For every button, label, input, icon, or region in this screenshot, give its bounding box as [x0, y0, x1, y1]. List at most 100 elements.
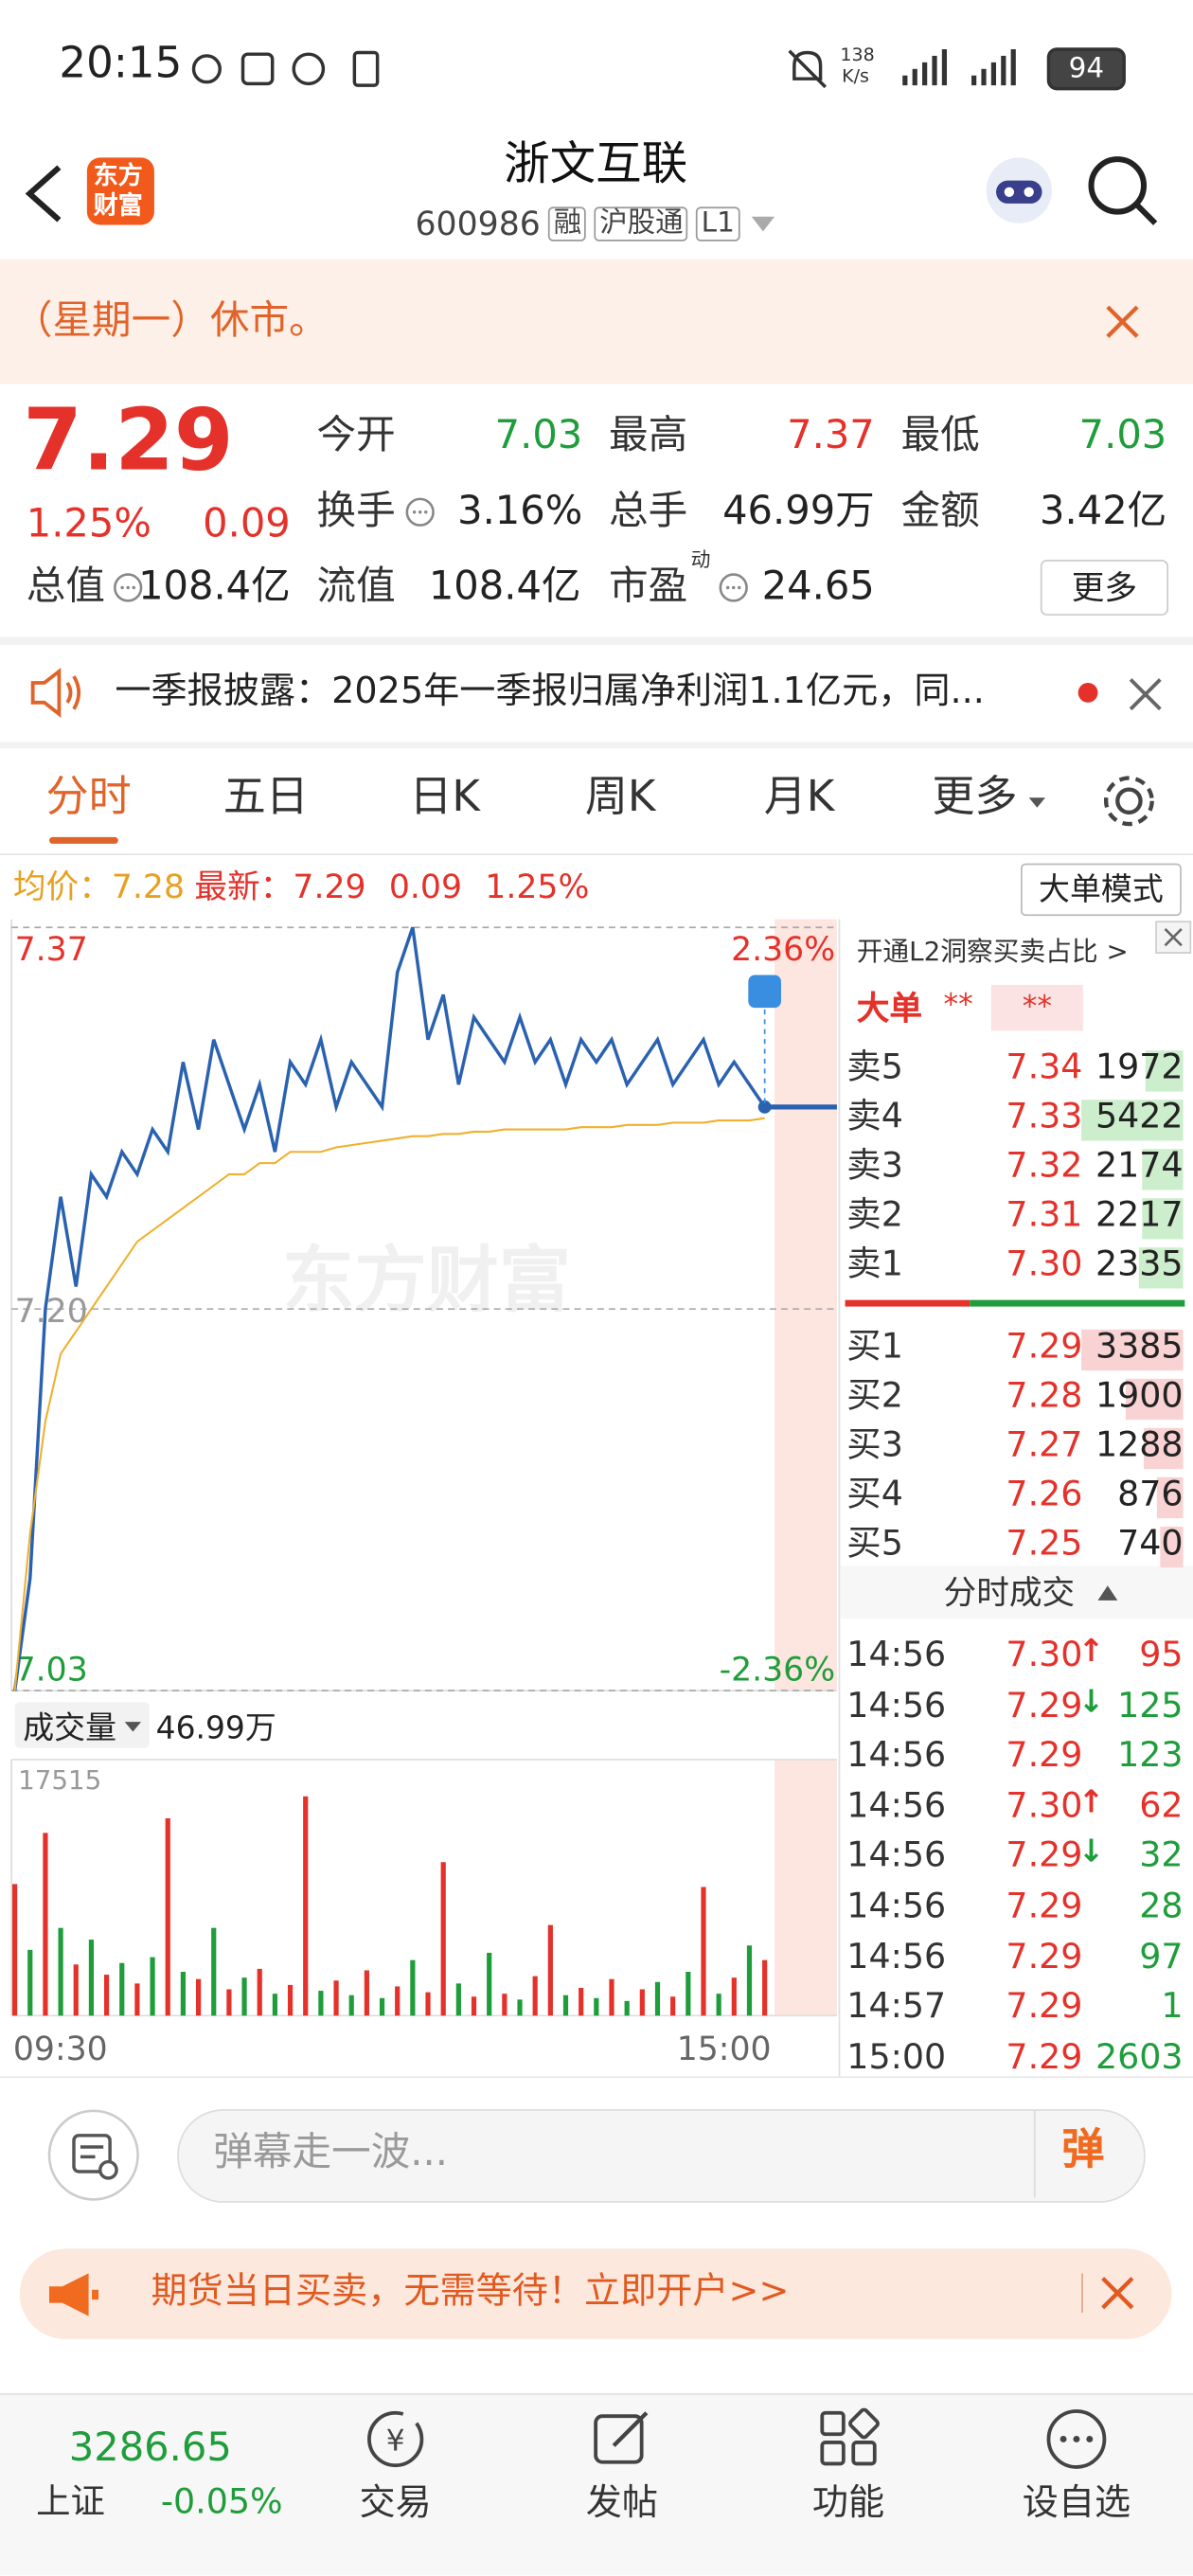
trade-time: 14:56 — [846, 1735, 947, 1775]
volume-bar — [287, 1984, 294, 2016]
book-label: 卖5 — [846, 1046, 903, 1087]
volume-bar — [746, 1945, 753, 2016]
volume-bar — [547, 1924, 553, 2016]
avg-label: 均价： — [12, 867, 112, 906]
x-tick-label: 09:30 — [13, 2030, 108, 2068]
separator — [0, 853, 1193, 855]
back-button[interactable] — [20, 161, 72, 226]
info-icon[interactable] — [403, 495, 436, 528]
book-close[interactable] — [1155, 921, 1192, 954]
nav-item[interactable]: 功能 — [811, 2483, 885, 2525]
trade-time: 14:56 — [846, 1936, 947, 1977]
volume-bar — [455, 1983, 461, 2016]
volume-bar — [226, 1989, 232, 2016]
news-close[interactable] — [1126, 674, 1166, 714]
volume-bar — [594, 1997, 599, 2016]
comment-input[interactable] — [177, 2109, 1146, 2203]
index-change: -0.05% — [160, 2481, 283, 2522]
period-tab[interactable]: 月K — [763, 773, 835, 823]
latest-value: 7.29 — [293, 867, 366, 906]
volume-bar — [609, 1978, 614, 2016]
stat-value: 108.4亿 — [428, 563, 581, 609]
mute-icon — [788, 49, 827, 89]
trade-price: 7.29 — [1006, 1886, 1083, 1925]
nav-item[interactable]: 设自选 — [1022, 2483, 1131, 2525]
danmaku-settings[interactable] — [46, 2107, 142, 2203]
notice-close[interactable] — [1103, 302, 1143, 342]
comment-placeholder: 弹幕走一波... — [213, 2128, 448, 2175]
stat-value: 3.42亿 — [1040, 487, 1167, 534]
book-label: 卖4 — [846, 1096, 903, 1136]
after-hours-band — [775, 1759, 837, 2016]
volume-bar — [272, 1994, 277, 2016]
volume-bar — [364, 1970, 369, 2016]
big-order-label: 大单 — [856, 988, 923, 1028]
book-volume: 2174 — [1095, 1145, 1184, 1186]
nav-item[interactable]: 发帖 — [585, 2483, 659, 2525]
book-label: 买3 — [846, 1424, 903, 1464]
volume-bar — [624, 2000, 630, 2016]
depth-bar — [1139, 1247, 1184, 1289]
book-label: 买4 — [846, 1474, 903, 1513]
news-text[interactable]: 一季报披露：2025年一季报归属净利润1.1亿元，同... — [115, 671, 985, 713]
trade-time: 14:57 — [846, 1986, 947, 2027]
volume-bar — [103, 1975, 110, 2016]
book-price: 7.34 — [1006, 1046, 1083, 1087]
battery: 94 — [1046, 47, 1126, 91]
mode-button[interactable]: 大单模式 — [1021, 863, 1182, 917]
book-price: 7.26 — [1006, 1474, 1083, 1513]
trade-price: 7.29 — [1006, 1685, 1083, 1725]
volume-bar — [670, 1996, 676, 2016]
y-tick-label: 7.37 — [15, 931, 88, 969]
info-icon[interactable] — [717, 571, 750, 604]
depth-bar — [1081, 1100, 1184, 1141]
stat-value: 3.16% — [457, 487, 583, 534]
volume-bar — [579, 1987, 584, 2016]
separator — [838, 919, 841, 2077]
logo-text: 财富 — [93, 190, 143, 221]
ad-close[interactable] — [1099, 2275, 1135, 2311]
trade-volume: 97 — [1139, 1936, 1184, 1977]
period-tab[interactable]: 周K — [584, 773, 656, 823]
nav-item[interactable]: 交易 — [359, 2483, 432, 2525]
trade-price: 7.30 — [1006, 1785, 1083, 1825]
period-tab[interactable]: 分时 — [45, 773, 132, 823]
ad-bar[interactable] — [19, 2248, 1172, 2339]
more-button[interactable]: 更多 — [1040, 560, 1169, 616]
depth-bar — [1126, 1378, 1184, 1421]
l2-link[interactable]: 开通L2洞察买卖占比 > — [856, 935, 1129, 967]
trades-title: 分时成交 — [943, 1572, 1076, 1612]
stat-label: 换手 — [316, 487, 396, 534]
volume-bar — [686, 1971, 691, 2016]
volume-bar — [348, 1995, 354, 2016]
dropdown-arrow[interactable] — [751, 216, 775, 232]
trade-price: 7.29 — [1006, 1735, 1083, 1775]
volume-bar — [502, 1994, 507, 2016]
stock-name: 浙文互联 — [504, 135, 688, 191]
search-button[interactable] — [1083, 151, 1162, 229]
info-icon[interactable] — [112, 571, 145, 604]
separator — [0, 742, 1193, 749]
series-line — [13, 1117, 765, 1691]
volume-bar — [150, 1957, 155, 2016]
volume-bar — [241, 1977, 247, 2016]
x-tick-label: 15:00 — [677, 2030, 772, 2068]
trade-volume: 123 — [1117, 1735, 1184, 1775]
volume-bar — [180, 1971, 187, 2016]
ad-text[interactable]: 期货当日买卖，无需等待！立即开户>> — [151, 2271, 790, 2314]
period-tab[interactable]: 五日 — [223, 773, 309, 823]
trade-time: 14:56 — [846, 1635, 947, 1674]
period-tab[interactable]: 更多 — [932, 773, 1018, 823]
book-volume: 3385 — [1095, 1326, 1184, 1366]
app-logo[interactable]: 东方 财富 — [86, 157, 154, 225]
volume-bar — [731, 1977, 737, 2016]
trade-price: 7.29 — [1006, 1936, 1083, 1977]
danmaku-button[interactable]: 弹 — [1061, 2125, 1105, 2175]
robot-icon[interactable] — [981, 151, 1057, 233]
settings-button[interactable] — [1099, 772, 1158, 831]
post-icon — [594, 2411, 649, 2464]
index-name[interactable]: 上证 — [36, 2481, 105, 2522]
trade-arrow: ↓ — [1077, 1834, 1105, 1870]
period-tab[interactable]: 日K — [409, 773, 481, 823]
volume-bar — [639, 1989, 645, 2016]
